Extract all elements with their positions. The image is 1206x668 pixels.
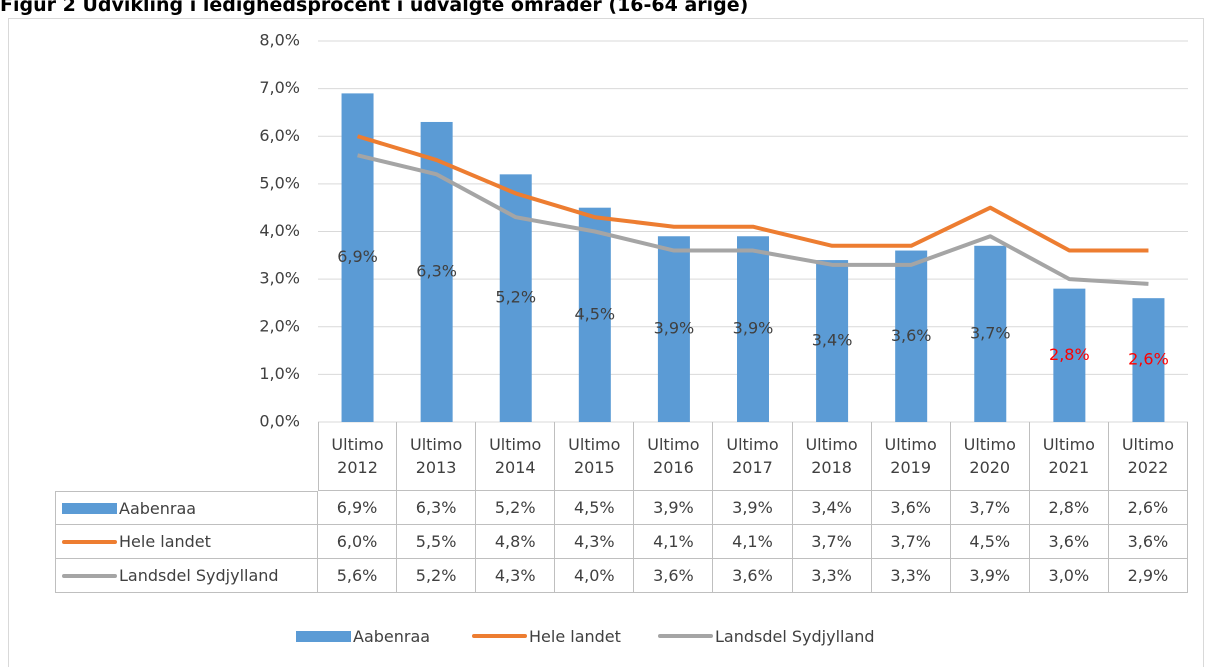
series-name: Aabenraa	[119, 498, 197, 518]
legend-key	[62, 573, 117, 578]
category-cell: Ultimo 2019	[871, 422, 951, 491]
table-cell: 3,3%	[871, 559, 951, 593]
y-tick-label: 4,0%	[259, 221, 300, 240]
table-cell: 3,6%	[713, 559, 793, 593]
category-cell: Ultimo 2018	[792, 422, 872, 491]
y-tick-label: 5,0%	[259, 173, 300, 192]
table-cell: 2,8%	[1029, 491, 1109, 525]
data-label: 2,8%	[1049, 345, 1090, 364]
data-label: 6,3%	[416, 261, 457, 280]
bar	[737, 236, 769, 422]
table-cell: 5,2%	[476, 491, 556, 525]
y-tick-label: 2,0%	[259, 316, 300, 335]
table-cell: 4,1%	[713, 525, 793, 559]
table-cell: 3,3%	[792, 559, 872, 593]
table-cell: 2,9%	[1108, 559, 1188, 593]
legend-label: Hele landet	[529, 626, 621, 646]
table-cell: 4,5%	[555, 491, 635, 525]
line	[357, 153, 1149, 286]
data-label: 5,2%	[495, 288, 536, 307]
category-cell: Ultimo 2022	[1108, 422, 1188, 491]
legend-label: Landsdel Sydjylland	[715, 626, 875, 646]
table-cell: 3,7%	[950, 491, 1030, 525]
data-label: 3,6%	[891, 326, 932, 345]
bar	[1132, 298, 1165, 422]
table-cell: 4,1%	[634, 525, 714, 559]
table-cell: 3,9%	[634, 491, 714, 525]
data-label: 3,7%	[970, 323, 1011, 342]
category-cell: Ultimo 2016	[634, 422, 714, 491]
bar	[657, 236, 690, 422]
table-cell: 5,6%	[318, 559, 398, 593]
legend-key	[658, 634, 713, 638]
data-label: 3,4%	[812, 331, 853, 350]
y-tick-label: 7,0%	[259, 78, 300, 97]
category-cell: Ultimo 2012	[318, 422, 398, 491]
category-cell: Ultimo 2021	[1029, 422, 1109, 491]
data-label: 2,6%	[1128, 350, 1169, 369]
bar	[578, 207, 611, 422]
line	[356, 134, 1149, 253]
bar	[895, 250, 928, 422]
chart-frame	[8, 18, 1204, 667]
bar	[1053, 288, 1086, 422]
table-cell: 6,9%	[318, 491, 398, 525]
bar	[341, 93, 374, 422]
y-tick-label: 0,0%	[259, 412, 300, 431]
table-cell: 5,5%	[397, 525, 477, 559]
table-cell: 3,6%	[1029, 525, 1109, 559]
category-cell: Ultimo 2017	[713, 422, 793, 491]
y-tick-label: 8,0%	[259, 31, 300, 50]
table-cell: 3,6%	[1108, 525, 1188, 559]
category-cell: Ultimo 2013	[397, 422, 477, 491]
data-label: 6,9%	[337, 247, 378, 266]
legend-item: Aabenraa	[296, 624, 430, 648]
table-cell: 4,0%	[555, 559, 635, 593]
series-name: Hele landet	[119, 532, 211, 551]
table-cell: 5,2%	[397, 559, 477, 593]
bar	[974, 245, 1007, 422]
table-row-head: Landsdel Sydjylland	[55, 559, 318, 593]
category-cell: Ultimo 2015	[555, 422, 635, 491]
table-cell: 3,9%	[713, 491, 793, 525]
data-label: 3,9%	[733, 319, 774, 338]
data-label: 4,5%	[574, 304, 615, 323]
table-cell: 2,6%	[1108, 491, 1188, 525]
y-tick-label: 1,0%	[259, 364, 300, 383]
bar	[816, 260, 849, 422]
y-tick-label: 6,0%	[259, 126, 300, 145]
legend-key	[62, 502, 117, 514]
table-cell: 3,6%	[871, 491, 951, 525]
series-name: Landsdel Sydjylland	[119, 566, 279, 585]
chart-title: Figur 2 Udvikling i ledighedsprocent i u…	[0, 0, 749, 16]
table-cell: 3,9%	[950, 559, 1030, 593]
table-cell: 4,3%	[476, 559, 556, 593]
table-cell: 3,7%	[792, 525, 872, 559]
legend-item: Landsdel Sydjylland	[658, 624, 875, 648]
table-cell: 6,0%	[318, 525, 398, 559]
legend-key	[472, 634, 527, 638]
legend-key	[296, 630, 351, 642]
table-cell: 4,8%	[476, 525, 556, 559]
table-cell: 3,7%	[871, 525, 951, 559]
table-cell: 4,3%	[555, 525, 635, 559]
legend-key	[62, 539, 117, 544]
legend-item: Hele landet	[472, 624, 621, 648]
category-cell: Ultimo 2014	[476, 422, 556, 491]
table-row-head: Hele landet	[55, 525, 318, 559]
legend-label: Aabenraa	[353, 626, 431, 646]
table-cell: 6,3%	[397, 491, 477, 525]
table-cell: 3,6%	[634, 559, 714, 593]
table-cell: 3,4%	[792, 491, 872, 525]
y-tick-label: 3,0%	[259, 269, 300, 288]
table-cell: 4,5%	[950, 525, 1030, 559]
category-cell: Ultimo 2020	[950, 422, 1030, 491]
data-label: 3,9%	[654, 319, 695, 338]
table-cell: 3,0%	[1029, 559, 1109, 593]
table-row-head: Aabenraa	[55, 491, 318, 525]
